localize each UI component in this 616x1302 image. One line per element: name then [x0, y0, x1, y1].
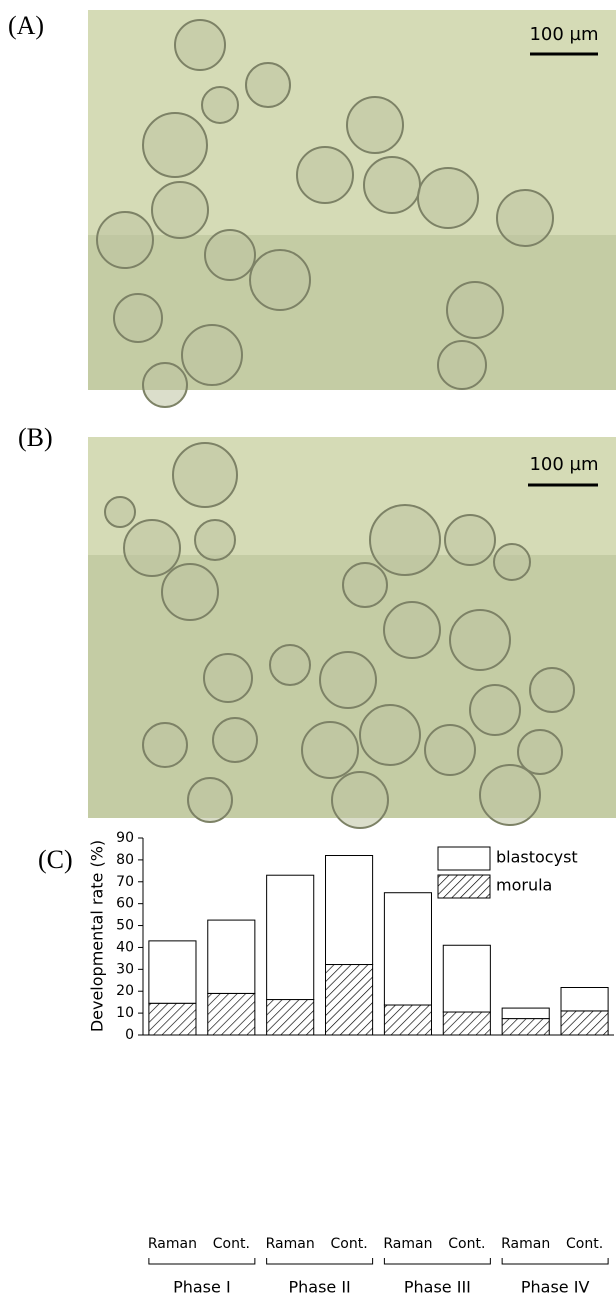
group-bracket — [383, 1258, 491, 1265]
group-bracket — [501, 1258, 609, 1265]
bar-segment — [383, 892, 432, 1006]
y-tick-label: 80 — [116, 852, 134, 868]
group-label: Phase IV — [521, 1278, 590, 1297]
bar-segment — [325, 964, 374, 1036]
group-bracket — [266, 1258, 374, 1265]
y-tick-label: 90 — [116, 830, 134, 846]
x-tick-label: Cont. — [330, 1236, 367, 1252]
y-tick-label: 30 — [116, 961, 134, 977]
y-tick-label: 50 — [116, 918, 134, 934]
bar-segment — [148, 1002, 197, 1036]
x-tick-label: Cont. — [448, 1236, 485, 1252]
bar-segment — [148, 940, 197, 1004]
bar-segment — [207, 919, 256, 994]
x-tick-label: Raman — [148, 1236, 197, 1252]
bar-segment — [266, 874, 315, 1001]
bar-segment — [501, 1007, 550, 1020]
group-bracket — [148, 1258, 256, 1265]
group-label: Phase III — [404, 1278, 471, 1297]
group-label: Phase II — [288, 1278, 350, 1297]
bar-segment — [325, 855, 374, 966]
micrograph-a — [88, 10, 616, 408]
y-tick-label: 70 — [116, 874, 134, 890]
bar-segment — [501, 1018, 550, 1036]
bar-segment — [266, 999, 315, 1036]
legend-label: blastocyst — [496, 848, 578, 867]
y-tick-label: 40 — [116, 939, 134, 955]
x-tick-label: Raman — [266, 1236, 315, 1252]
legend-swatch — [437, 846, 491, 871]
bar-segment — [560, 1010, 609, 1036]
bar-segment — [207, 992, 256, 1036]
panel-label: (A) — [8, 11, 44, 40]
panel-label: (B) — [18, 423, 53, 452]
x-tick-label: Raman — [501, 1236, 550, 1252]
scale-bar-label: 100 µm — [529, 24, 598, 45]
y-tick-label: 60 — [116, 896, 134, 912]
legend-swatch — [437, 874, 491, 899]
bar-segment — [442, 1011, 491, 1036]
panel-label: (C) — [38, 845, 73, 874]
y-tick-label: 10 — [116, 1005, 134, 1021]
y-axis-label: Developmental rate (%) — [88, 840, 107, 1032]
bar-segment — [442, 944, 491, 1013]
y-tick-label: 0 — [125, 1027, 134, 1043]
legend-label: morula — [496, 876, 552, 895]
x-tick-label: Raman — [383, 1236, 432, 1252]
bar-segment — [383, 1004, 432, 1036]
scale-bar-label: 100 µm — [529, 454, 598, 475]
group-label: Phase I — [173, 1278, 231, 1297]
x-tick-label: Cont. — [566, 1236, 603, 1252]
x-tick-label: Cont. — [213, 1236, 250, 1252]
bar-segment — [560, 987, 609, 1012]
micrograph-b — [88, 437, 616, 829]
y-tick-label: 20 — [116, 983, 134, 999]
